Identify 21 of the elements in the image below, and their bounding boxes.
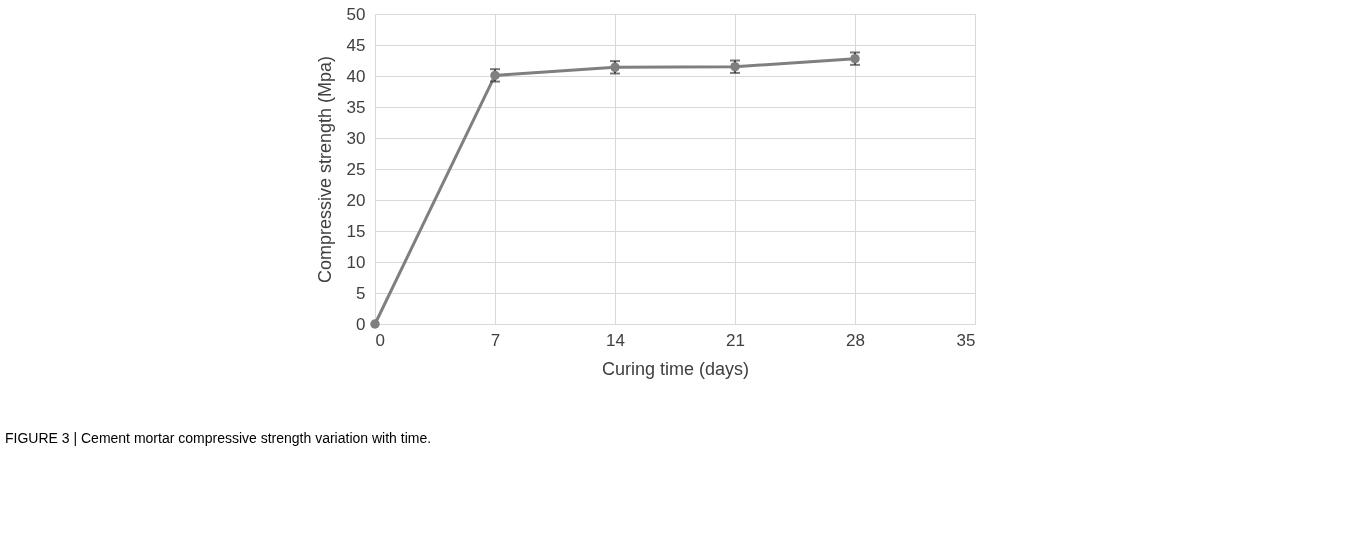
caption: FIGURE 3 | Cement mortar compressive strength variation with time. [5,430,432,446]
x-tick-label: 7 [490,330,501,350]
y-tick-label: 35 [346,97,366,117]
y-tick-label: 5 [356,283,366,303]
y-tick-label: 25 [346,159,366,179]
y-tick-label: 15 [346,221,366,241]
y-tick-label: 10 [346,252,366,272]
x-tick-label: 35 [956,330,976,350]
x-tick-label: 28 [846,330,865,350]
x-axis-title: Curing time (days) [601,358,750,379]
x-tick-label: 14 [606,330,625,350]
y-axis-title: Compressive strength (Mpa) [314,55,335,284]
x-tick-label: 0 [375,330,385,350]
y-tick-label: 45 [346,35,366,55]
y-tick-label: 0 [356,314,366,334]
y-tick-label: 50 [346,4,366,24]
y-tick-label: 40 [346,66,366,86]
y-tick-label: 30 [346,128,366,148]
x-tick-label: 21 [726,330,745,350]
point [370,319,380,329]
y-tick-label: 20 [346,190,366,210]
